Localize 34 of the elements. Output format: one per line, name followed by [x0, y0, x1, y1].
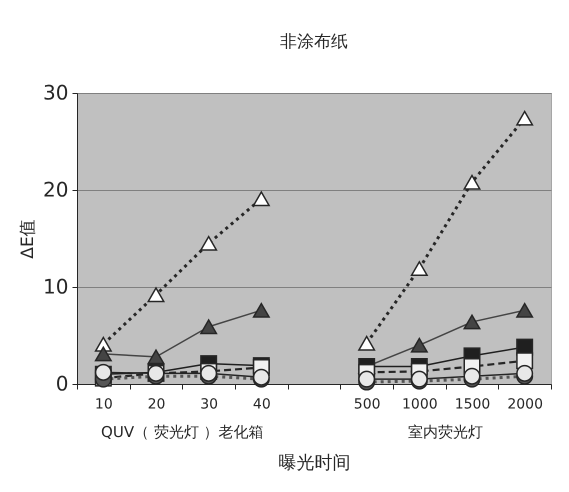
y-tick-label: 20	[43, 178, 68, 202]
point	[516, 110, 534, 126]
x-tick-label: 30	[200, 396, 218, 412]
x-tick-label: 10	[94, 396, 113, 412]
point	[410, 338, 428, 353]
point	[148, 287, 164, 302]
point	[358, 370, 376, 388]
point	[464, 174, 480, 190]
point	[148, 349, 164, 364]
point	[410, 261, 428, 276]
point	[358, 336, 376, 351]
text: QUV（ 荧光灯 ）老化箱	[101, 423, 264, 441]
point	[464, 368, 480, 385]
point	[94, 346, 112, 362]
x-tick-label: 1000	[402, 396, 438, 412]
y-tick-label: 10	[43, 274, 68, 298]
point	[516, 364, 534, 382]
y-tick-label: 30	[43, 80, 68, 104]
text: 室内荧光灯	[408, 423, 484, 441]
point	[516, 302, 534, 318]
x-tick-label: 2000	[507, 396, 543, 412]
x-tick-label: 40	[252, 396, 271, 412]
y-tick-label: 0	[56, 372, 68, 396]
chart-title: 非涂布纸	[280, 32, 348, 52]
x-tick-label: 20	[148, 396, 166, 412]
x-tick-label: 500	[354, 396, 381, 412]
x-tick-label: 1500	[454, 396, 490, 412]
point	[200, 319, 218, 334]
y-axis-title: ΔE值	[18, 219, 38, 259]
point	[252, 302, 270, 318]
point	[252, 191, 270, 206]
point	[464, 314, 480, 330]
point	[200, 236, 218, 251]
x-axis-title: 曝光时间	[278, 452, 350, 474]
